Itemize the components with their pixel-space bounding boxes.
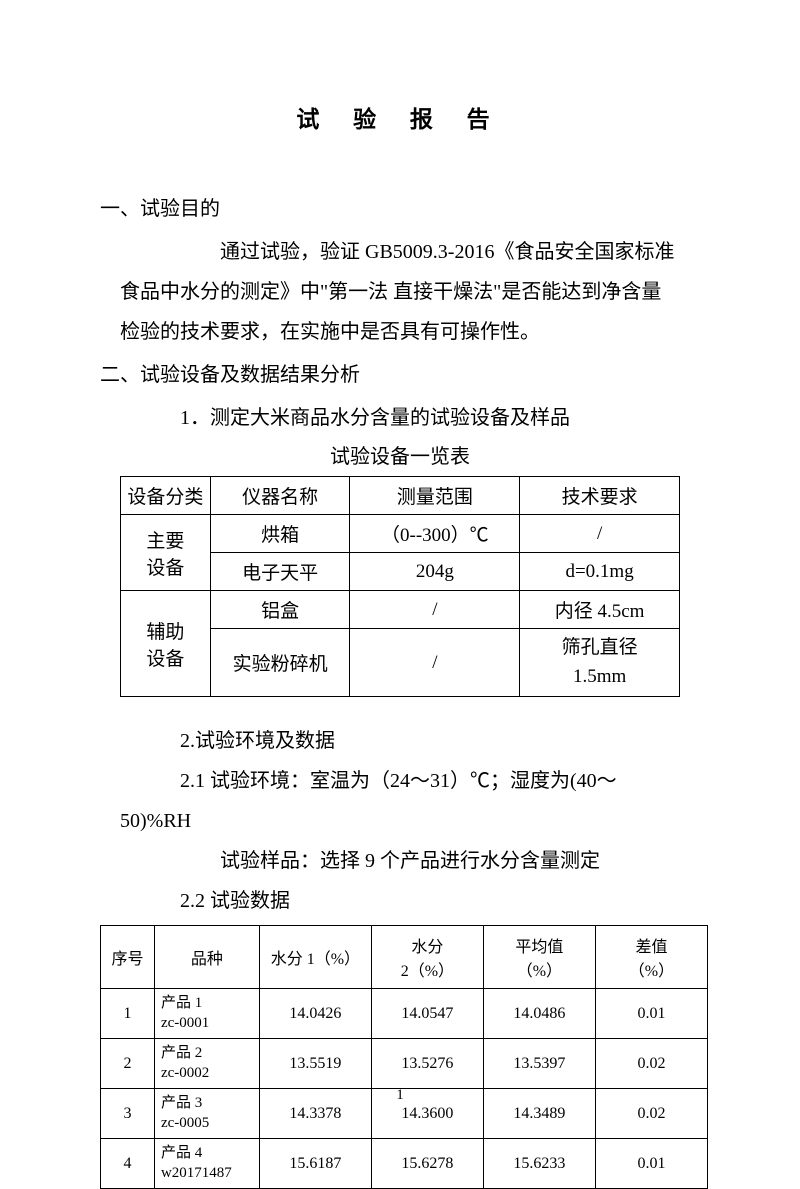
table-row: 设备分类 仪器名称 测量范围 技术要求 xyxy=(121,477,680,515)
data-seq: 2 xyxy=(101,1039,155,1089)
data-avg: 14.0486 xyxy=(483,989,595,1039)
data-m2: 13.5276 xyxy=(371,1039,483,1089)
data-m1: 15.6187 xyxy=(259,1139,371,1189)
equipment-category-aux: 辅助 设备 xyxy=(121,591,211,697)
equipment-name: 实验粉碎机 xyxy=(210,629,350,697)
data-header-diff: 差值 （%） xyxy=(595,926,707,989)
section2-sub2-2: 2.2 试验数据 xyxy=(100,881,700,921)
equipment-range: / xyxy=(350,591,520,629)
data-diff: 0.01 xyxy=(595,1139,707,1189)
data-seq: 1 xyxy=(101,989,155,1039)
data-header-m2: 水分 2（%） xyxy=(371,926,483,989)
table-row: 序号 品种 水分 1（%） 水分 2（%） 平均值 （%） 差值 （%） xyxy=(101,926,708,989)
equipment-header-range: 测量范围 xyxy=(350,477,520,515)
data-m2: 15.6278 xyxy=(371,1139,483,1189)
data-avg: 13.5397 xyxy=(483,1039,595,1089)
data-product: 产品 1 zc-0001 xyxy=(154,989,259,1039)
data-product: 产品 2 zc-0002 xyxy=(154,1039,259,1089)
data-m1: 14.0426 xyxy=(259,989,371,1039)
equipment-name: 铝盒 xyxy=(210,591,350,629)
equipment-name: 烘箱 xyxy=(210,515,350,553)
data-diff: 0.02 xyxy=(595,1039,707,1089)
data-product: 产品 4 w20171487 xyxy=(154,1139,259,1189)
section2-sub2-1b: 试验样品：选择 9 个产品进行水分含量测定 xyxy=(100,841,700,881)
table-row: 4 产品 4 w20171487 15.6187 15.6278 15.6233… xyxy=(101,1139,708,1189)
equipment-range: / xyxy=(350,629,520,697)
equipment-req: 筛孔直径 1.5mm xyxy=(520,629,680,697)
equipment-category-main: 主要 设备 xyxy=(121,515,211,591)
equipment-req: 内径 4.5cm xyxy=(520,591,680,629)
equipment-table-caption: 试验设备一览表 xyxy=(100,438,700,476)
data-m1: 13.5519 xyxy=(259,1039,371,1089)
table-row: 主要 设备 烘箱 （0--300）℃ / xyxy=(121,515,680,553)
data-table: 序号 品种 水分 1（%） 水分 2（%） 平均值 （%） 差值 （%） 1 产… xyxy=(100,925,708,1189)
table-row: 辅助 设备 铝盒 / 内径 4.5cm xyxy=(121,591,680,629)
data-header-m1: 水分 1（%） xyxy=(259,926,371,989)
section1-body: 通过试验，验证 GB5009.3-2016《食品安全国家标准 食品中水分的测定》… xyxy=(100,232,700,352)
section2-sub1: 1．测定大米商品水分含量的试验设备及样品 xyxy=(100,398,700,438)
equipment-table: 设备分类 仪器名称 测量范围 技术要求 主要 设备 烘箱 （0--300）℃ /… xyxy=(120,476,680,697)
data-header-seq: 序号 xyxy=(101,926,155,989)
section2-sub2: 2.试验环境及数据 xyxy=(100,721,700,761)
equipment-name: 电子天平 xyxy=(210,553,350,591)
equipment-header-name: 仪器名称 xyxy=(210,477,350,515)
data-avg: 15.6233 xyxy=(483,1139,595,1189)
equipment-header-requirement: 技术要求 xyxy=(520,477,680,515)
section2-sub2-1: 2.1 试验环境：室温为（24～31）℃；湿度为(40～50)%RH xyxy=(100,761,700,841)
page-number: 1 xyxy=(0,1087,800,1104)
report-title: 试 验 报 告 xyxy=(100,100,700,134)
data-header-product: 品种 xyxy=(154,926,259,989)
equipment-req: / xyxy=(520,515,680,553)
data-header-avg: 平均值 （%） xyxy=(483,926,595,989)
data-seq: 4 xyxy=(101,1139,155,1189)
section1-heading: 一、试验目的 xyxy=(100,189,700,229)
equipment-range: 204g xyxy=(350,553,520,591)
data-m2: 14.0547 xyxy=(371,989,483,1039)
equipment-header-category: 设备分类 xyxy=(121,477,211,515)
data-diff: 0.01 xyxy=(595,989,707,1039)
section2-heading: 二、试验设备及数据结果分析 xyxy=(100,355,700,395)
table-row: 2 产品 2 zc-0002 13.5519 13.5276 13.5397 0… xyxy=(101,1039,708,1089)
equipment-req: d=0.1mg xyxy=(520,553,680,591)
table-row: 1 产品 1 zc-0001 14.0426 14.0547 14.0486 0… xyxy=(101,989,708,1039)
equipment-range: （0--300）℃ xyxy=(350,515,520,553)
